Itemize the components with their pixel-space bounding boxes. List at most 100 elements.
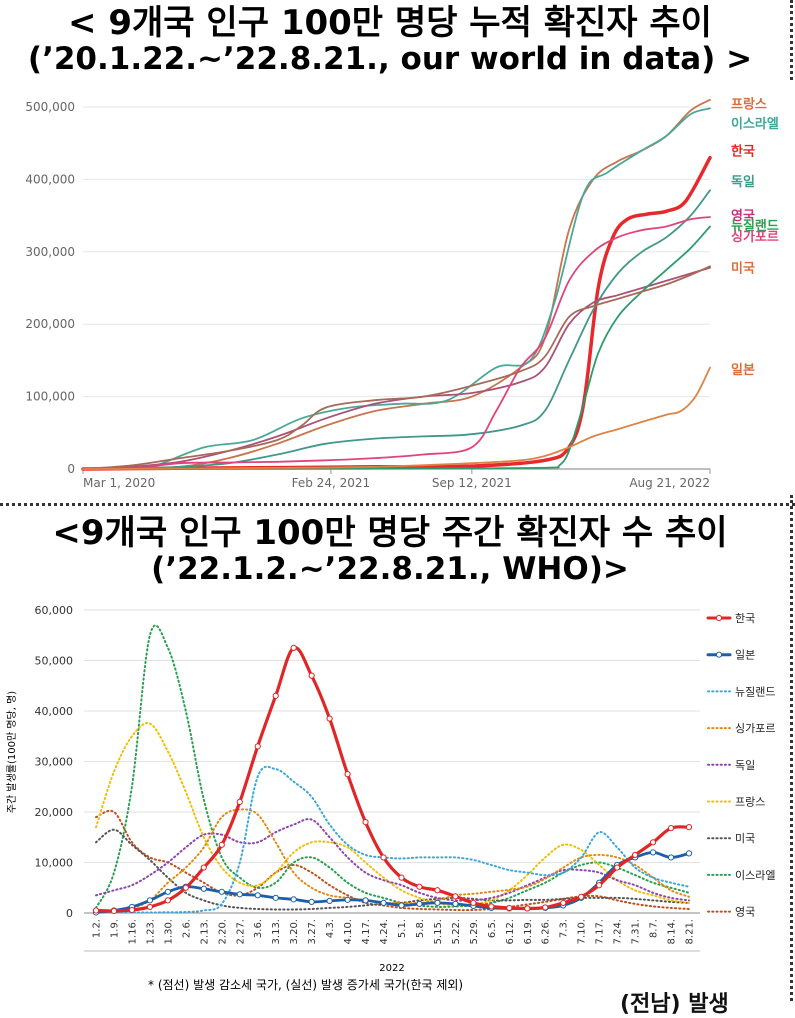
chart1-grid: [83, 106, 710, 470]
chart2-point-series-0: [254, 743, 261, 750]
chart2-y-tick-label: 20,000: [35, 806, 74, 819]
chart2-legend-marker: [715, 614, 723, 622]
chart1-line-series-3: [82, 189, 711, 470]
chart2-x-tick-label: 2.27.: [235, 919, 246, 944]
chart2-point-series-0: [344, 771, 351, 778]
chart2-point-series-0: [434, 887, 441, 894]
chart2-point-series-1: [254, 892, 261, 899]
chart2-x-axis-title: 2022: [379, 963, 404, 974]
chart2-y-axis-title: 주간 발생률(100만 명당, 명): [6, 691, 18, 814]
chart2-legend-label: 영국: [735, 906, 755, 919]
chart2-point-series-0: [236, 798, 243, 805]
chart2-x-tick-label: 2.13.: [199, 919, 210, 944]
chart1-line-series-1: [82, 107, 711, 470]
chart2-x-tick-label: 1.23.: [145, 919, 156, 944]
chart2-x-tick-label: 5.8.: [415, 919, 426, 938]
chart2-point-series-0: [578, 893, 585, 900]
chart2-y-tick-label: 50,000: [35, 655, 74, 668]
chart2-point-series-0: [667, 825, 675, 832]
chart2-x-tick-label: 6.12.: [505, 919, 516, 944]
chart2-point-series-1: [236, 891, 243, 898]
chart2-point-series-0: [416, 883, 423, 890]
chart2-point-series-0: [596, 882, 603, 889]
chart2-point-series-1: [272, 894, 279, 901]
chart2-legend-label: 독일: [735, 758, 755, 772]
chart2-x-tick-label: 8.21.: [685, 919, 696, 944]
chart2-point-series-1: [398, 902, 405, 909]
chart2-x-tick-label: 7.24.: [613, 919, 624, 944]
chart2-x-tick-label: 7.3.: [559, 919, 570, 938]
chart2-legend-label: 프랑스: [735, 796, 765, 809]
chart1-line-series-7: [82, 265, 711, 470]
footnote: * (점선) 발생 감소세 국가, (실선) 발생 증가세 국가(한국 제외): [148, 978, 464, 992]
chart2-point-series-0: [685, 824, 693, 831]
chart2-point-series-1: [649, 849, 657, 856]
chart2-point-series-0: [218, 841, 225, 848]
chart2-point-series-0: [272, 692, 279, 699]
chart2-x-tick-label: 6.26.: [541, 919, 552, 944]
chart1-legend-label: 영국: [731, 209, 755, 224]
chart1-x-tick-label: Sep 12, 2021: [432, 476, 512, 490]
section-divider: [0, 503, 795, 506]
chart2-point-series-1: [308, 898, 315, 905]
chart2-point-series-0: [128, 906, 136, 914]
chart1-legend-label: 독일: [731, 175, 755, 190]
page-divider-right-bottom: [790, 495, 793, 1001]
chart2-x-tick-label: 6.19.: [523, 919, 534, 944]
chart2-point-series-0: [290, 644, 297, 651]
chart1-legend-label: 싱가포르: [731, 230, 779, 245]
chart2-point-series-0: [110, 907, 118, 915]
chart2-point-series-0: [182, 884, 189, 891]
chart2-point-series-0: [649, 839, 657, 846]
chart2-point-series-1: [218, 888, 225, 895]
chart2-y-tick-label: 60,000: [35, 604, 74, 617]
chart1-line-series-0: [82, 98, 711, 470]
chart2-x-tick-label: 6.5.: [487, 919, 498, 938]
chart2-point-series-0: [524, 905, 531, 912]
chart2-point-series-1: [416, 900, 423, 908]
chart2-x-tick-label: 5.1.: [397, 919, 408, 938]
chart1-y-tick-label: 500,000: [25, 100, 75, 114]
chart2-x-tick-label: 8.14.: [667, 919, 678, 944]
chart2-point-series-0: [631, 851, 639, 859]
chart2-subtitle: (’22.1.2.~’22.8.21., WHO)>: [151, 551, 629, 587]
chart1-line-series-8: [82, 366, 711, 470]
chart2-point-series-1: [290, 896, 297, 903]
chart2-point-series-0: [380, 854, 387, 861]
chart2-x-axis: 1.2. 1.9. 1.16. 1.23. 1.30. 2.6. 2.13. 2.20. 2.2…: [84, 912, 700, 952]
chart2-point-series-0: [452, 893, 459, 900]
chart2-point-series-0: [200, 864, 207, 871]
chart1-y-tick-label: 300,000: [25, 245, 75, 259]
chart2-line-series-7: [95, 624, 690, 909]
chart2-x-tick-label: 7.17.: [595, 919, 606, 944]
chart2-point-series-1: [362, 897, 369, 904]
chart2-point-series-1: [164, 888, 171, 895]
chart1-line-series-6: [82, 216, 711, 470]
chart2-point-series-0: [92, 907, 100, 914]
chart2-x-tick-label: 3.6.: [253, 919, 264, 938]
chart1-x-tick-label: Aug 21, 2022: [629, 476, 710, 490]
cutoff-text: (전남) 발생: [620, 992, 729, 1017]
chart2-point-series-0: [506, 904, 513, 912]
chart1-legend-label: 이스라엘: [731, 116, 779, 132]
chart2-x-tick-label: 7.10.: [577, 919, 588, 944]
chart2-line-series-8: [95, 809, 690, 912]
chart2-legend-label: 이스라엘: [735, 869, 775, 882]
chart1-y-tick-label: 100,000: [25, 390, 75, 404]
chart2-point-series-0: [146, 903, 154, 911]
chart2-legend-label: 한국: [735, 612, 755, 625]
chart2-x-tick-label: 1.9.: [110, 919, 121, 938]
chart2-point-series-1: [146, 897, 154, 904]
cumulative-cases-chart: 0 100,000 200,000 300,000 400,000 500,000 Mar…: [25, 97, 779, 490]
chart1-legend-label: 미국: [731, 261, 755, 277]
chart2-x-tick-label: 3.27.: [307, 919, 318, 944]
chart2-legend-label: 미국: [735, 832, 755, 845]
chart2-line-series-2: [95, 765, 690, 914]
chart2-point-series-0: [560, 899, 567, 906]
chart2-point-series-0: [326, 715, 333, 722]
chart1-x-tick-label: Mar 1, 2020: [83, 476, 155, 490]
chart2-x-tick-label: 1.16.: [127, 919, 138, 944]
chart2-point-series-0: [362, 819, 369, 826]
chart2-point-series-0: [488, 903, 495, 910]
